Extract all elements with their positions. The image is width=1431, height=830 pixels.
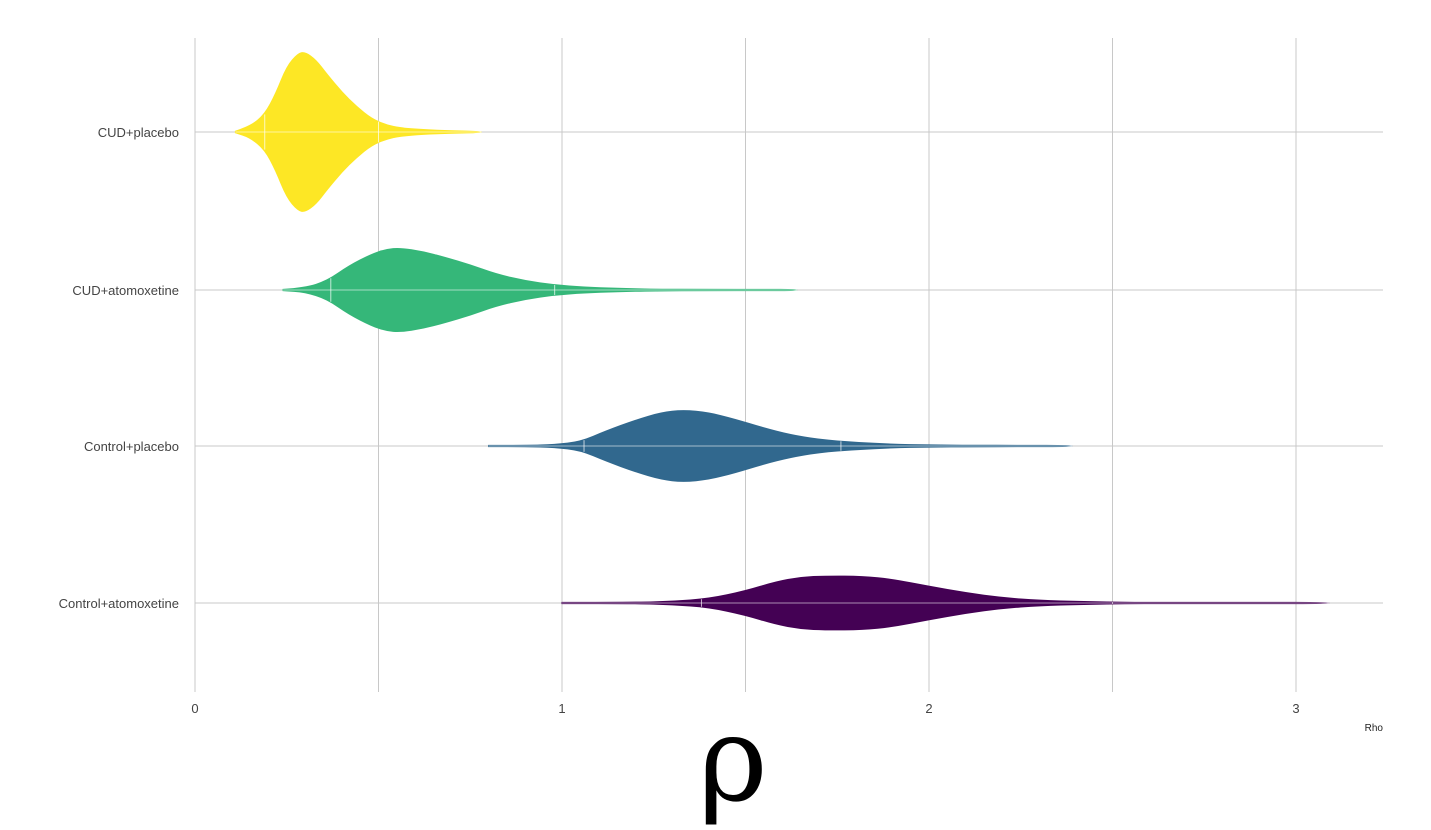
x-axis-title: Rho: [1365, 723, 1384, 734]
x-tick-label: 1: [558, 701, 565, 716]
category-label: CUD+atomoxetine: [72, 283, 179, 298]
category-label: CUD+placebo: [98, 125, 179, 140]
x-tick-label: 3: [1292, 701, 1299, 716]
violins: [234, 52, 1330, 631]
x-tick-label: 2: [925, 701, 932, 716]
x-tick-label: 0: [191, 701, 198, 716]
category-labels: CUD+placebo CUD+atomoxetine Control+placeb…: [59, 125, 179, 611]
x-tick-labels: 0 1 2 3: [191, 701, 1299, 716]
rho-symbol: ρ: [698, 690, 767, 828]
category-label: Control+placebo: [84, 439, 179, 454]
category-label: Control+atomoxetine: [59, 596, 179, 611]
